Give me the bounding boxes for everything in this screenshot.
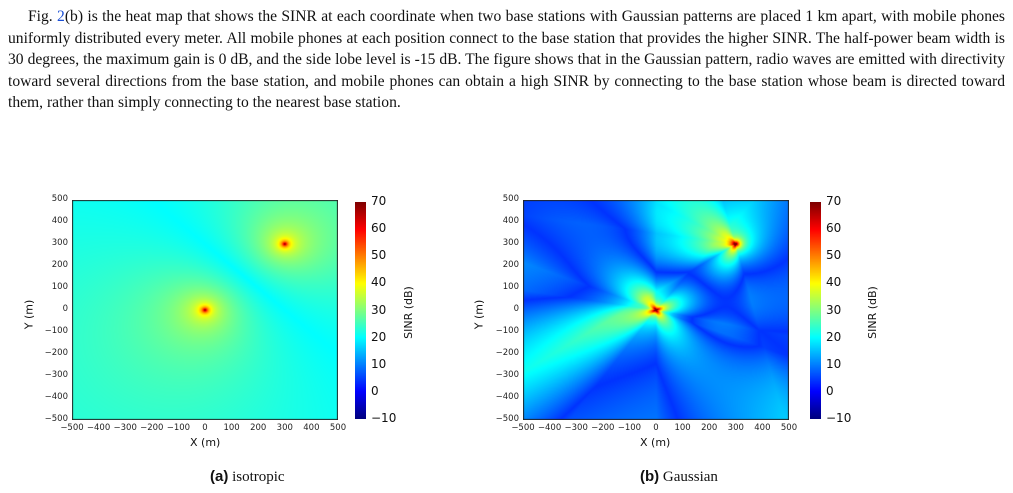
cb-tick-label: 10 <box>371 356 387 371</box>
x-tick-label: 200 <box>701 423 718 433</box>
cb-tick-label: 20 <box>371 329 387 344</box>
y-tick-label: −300 <box>495 370 519 380</box>
y-tick-label: −500 <box>495 414 519 424</box>
x-tick-label: 100 <box>223 423 240 433</box>
x-tick-label: −100 <box>166 423 191 433</box>
x-tick-label: −300 <box>564 423 588 433</box>
fig-prefix: Fig. <box>28 8 58 25</box>
caption-text: Gaussian <box>659 469 718 485</box>
cb-tick-label: 20 <box>826 329 842 344</box>
y-tick-label: 200 <box>51 260 68 270</box>
y-tick-label: 500 <box>502 194 519 204</box>
x-tick-label: 400 <box>303 423 320 433</box>
x-tick-label: 100 <box>674 423 691 433</box>
cb-tick-label: 30 <box>826 302 842 317</box>
y-tick-label: 0 <box>513 304 519 314</box>
y-tick-label: 300 <box>51 238 68 248</box>
colorbar-label: SINR (dB) <box>401 286 415 339</box>
x-tick-label: −500 <box>511 423 535 433</box>
x-tick-label: 0 <box>202 423 208 433</box>
cb-tick-label: −10 <box>371 411 397 425</box>
y-tick-label: −200 <box>495 348 519 358</box>
figure-reference-link[interactable]: 2 <box>57 8 65 25</box>
figure-isotropic: −500 −400 −300 −200 −100 0 100 200 300 400 500 500… <box>0 190 500 490</box>
x-axis-label: X (m) <box>190 436 221 449</box>
x-axis-label: X (m) <box>640 436 671 449</box>
caption-label: (a) <box>210 468 229 485</box>
y-tick-label: −400 <box>495 392 519 402</box>
x-tick-label: −300 <box>113 423 137 433</box>
y-tick-label: 100 <box>51 282 68 292</box>
y-tick-label: 400 <box>51 216 68 226</box>
caption-text: isotropic <box>228 469 285 485</box>
colorbar-gaussian <box>810 202 821 419</box>
cb-tick-label: 50 <box>371 248 387 263</box>
cb-tick-label: 0 <box>371 383 379 398</box>
cb-tick-label: 10 <box>826 356 842 371</box>
x-tick-label: −200 <box>591 423 615 433</box>
x-tick-label: 500 <box>780 423 798 433</box>
figure-gaussian: −500 −400 −300 −200 −100 0 100 200 300 400 500 500… <box>450 190 1010 490</box>
x-tick-label: −400 <box>537 423 562 433</box>
y-tick-label: 500 <box>51 194 68 204</box>
cb-tick-label: 70 <box>371 194 387 208</box>
colorbar-isotropic <box>355 202 366 419</box>
caption-isotropic: (a) isotropic <box>210 468 285 486</box>
x-tick-label: −400 <box>86 423 111 433</box>
cb-tick-label: 40 <box>371 275 387 290</box>
y-tick-label: −500 <box>44 414 68 424</box>
cb-tick-label: 0 <box>826 383 834 398</box>
cb-tick-label: 30 <box>371 302 387 317</box>
caption-label: (b) <box>640 468 660 485</box>
x-tick-label: −500 <box>60 423 84 433</box>
y-tick-label: 400 <box>502 216 519 226</box>
heatmap-isotropic <box>72 200 338 420</box>
colorbar-label: SINR (dB) <box>865 286 879 339</box>
cb-tick-label: −10 <box>826 411 852 425</box>
body-paragraph: Fig. 2(b) is the heat map that shows the… <box>8 6 1005 114</box>
x-tick-label: 300 <box>276 423 293 433</box>
x-tick-label: 400 <box>754 423 771 433</box>
y-axis-label: Y (m) <box>472 299 486 330</box>
x-tick-label: 300 <box>727 423 744 433</box>
cb-tick-label: 70 <box>826 194 842 208</box>
cb-tick-label: 40 <box>826 275 842 290</box>
x-tick-label: 0 <box>653 423 659 433</box>
caption-gaussian: (b) Gaussian <box>640 468 718 486</box>
cb-tick-label: 60 <box>371 221 387 236</box>
y-tick-label: 200 <box>502 260 519 270</box>
x-tick-label: −200 <box>140 423 164 433</box>
y-tick-label: −100 <box>44 326 68 336</box>
y-tick-label: −100 <box>495 326 519 336</box>
x-tick-label: −100 <box>617 423 642 433</box>
y-axis-label: Y (m) <box>22 299 36 330</box>
y-tick-label: −400 <box>44 392 68 402</box>
y-tick-label: −300 <box>44 370 68 380</box>
y-tick-label: 100 <box>502 282 519 292</box>
x-tick-label: 200 <box>250 423 267 433</box>
heatmap-gaussian <box>523 200 789 420</box>
y-tick-label: 0 <box>62 304 68 314</box>
y-tick-label: 300 <box>502 238 519 248</box>
x-tick-label: 500 <box>329 423 347 433</box>
cb-tick-label: 50 <box>826 248 842 263</box>
y-tick-label: −200 <box>44 348 68 358</box>
cb-tick-label: 60 <box>826 221 842 236</box>
paragraph-text: (b) is the heat map that shows the SINR … <box>8 8 1005 111</box>
